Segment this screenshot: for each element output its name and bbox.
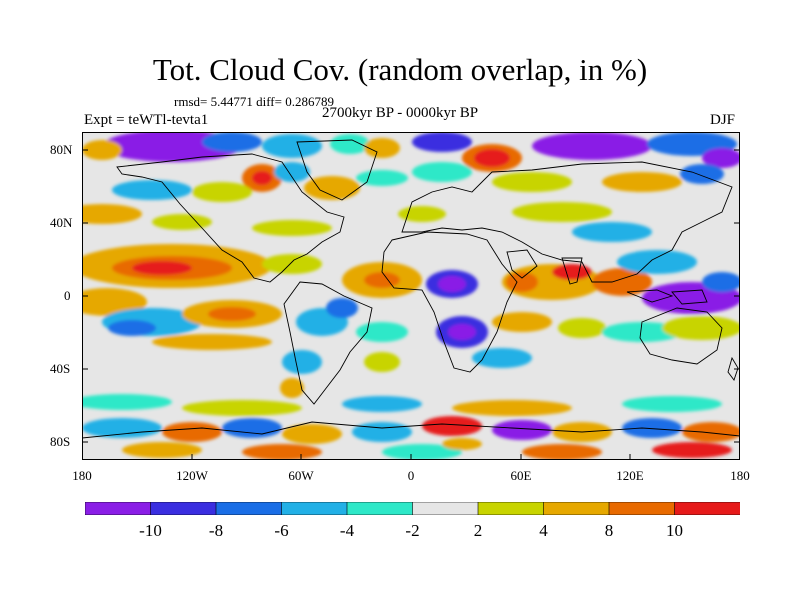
lon-label-0: 0 (407, 468, 415, 483)
colorbar-swatch (346, 502, 414, 515)
season-label: DJF (710, 112, 736, 128)
colorbar-label: -6 (274, 521, 289, 540)
experiment-label: Expt = teWTl-tevta1 (84, 112, 209, 128)
anomaly-map (82, 132, 740, 460)
colorbar-label: -2 (405, 521, 420, 540)
colorbar-label: -8 (208, 521, 224, 540)
colorbar-swatch (674, 502, 740, 515)
colorbar-swatch (215, 502, 283, 515)
colorbar (85, 502, 740, 515)
lon-label-60e: 60E (510, 468, 532, 483)
lat-label-80s: 80S (50, 434, 71, 449)
lat-label-0: 0 (64, 288, 71, 303)
colorbar-label: 10 (666, 521, 683, 540)
map-title: Tot. Cloud Cov. (random overlap, in %) (152, 52, 648, 87)
lon-label-120e: 120E (616, 468, 644, 483)
colorbar-swatch (412, 502, 479, 515)
coastlines (82, 139, 740, 439)
colorbar-label: 4 (539, 521, 548, 540)
lat-label-40n: 40N (50, 215, 73, 230)
colorbar-swatch (608, 502, 676, 515)
colorbar-swatch (85, 502, 152, 515)
colorbar-swatch (281, 502, 348, 515)
colorbar-label: -4 (339, 521, 355, 540)
lon-label-180w: 180 (72, 468, 92, 483)
colorbar-swatch (150, 502, 217, 515)
lat-label-80n: 80N (50, 142, 73, 157)
lon-label-60w: 60W (288, 468, 314, 483)
stats-text: rmsd= 5.44771 diff= 0.286789 (174, 94, 334, 109)
lon-label-120w: 120W (176, 468, 208, 483)
anomaly-field (82, 132, 740, 460)
period-label: 2700kyr BP - 0000kyr BP (322, 105, 479, 121)
colorbar-label: 8 (604, 521, 614, 540)
axis-ticks (82, 149, 740, 460)
lon-label-180e: 180 (730, 468, 750, 483)
colorbar-label: 2 (473, 521, 483, 540)
colorbar-swatch (477, 502, 545, 515)
colorbar-swatch (543, 502, 610, 515)
colorbar-label: -10 (139, 521, 162, 540)
lat-label-40s: 40S (50, 361, 71, 376)
